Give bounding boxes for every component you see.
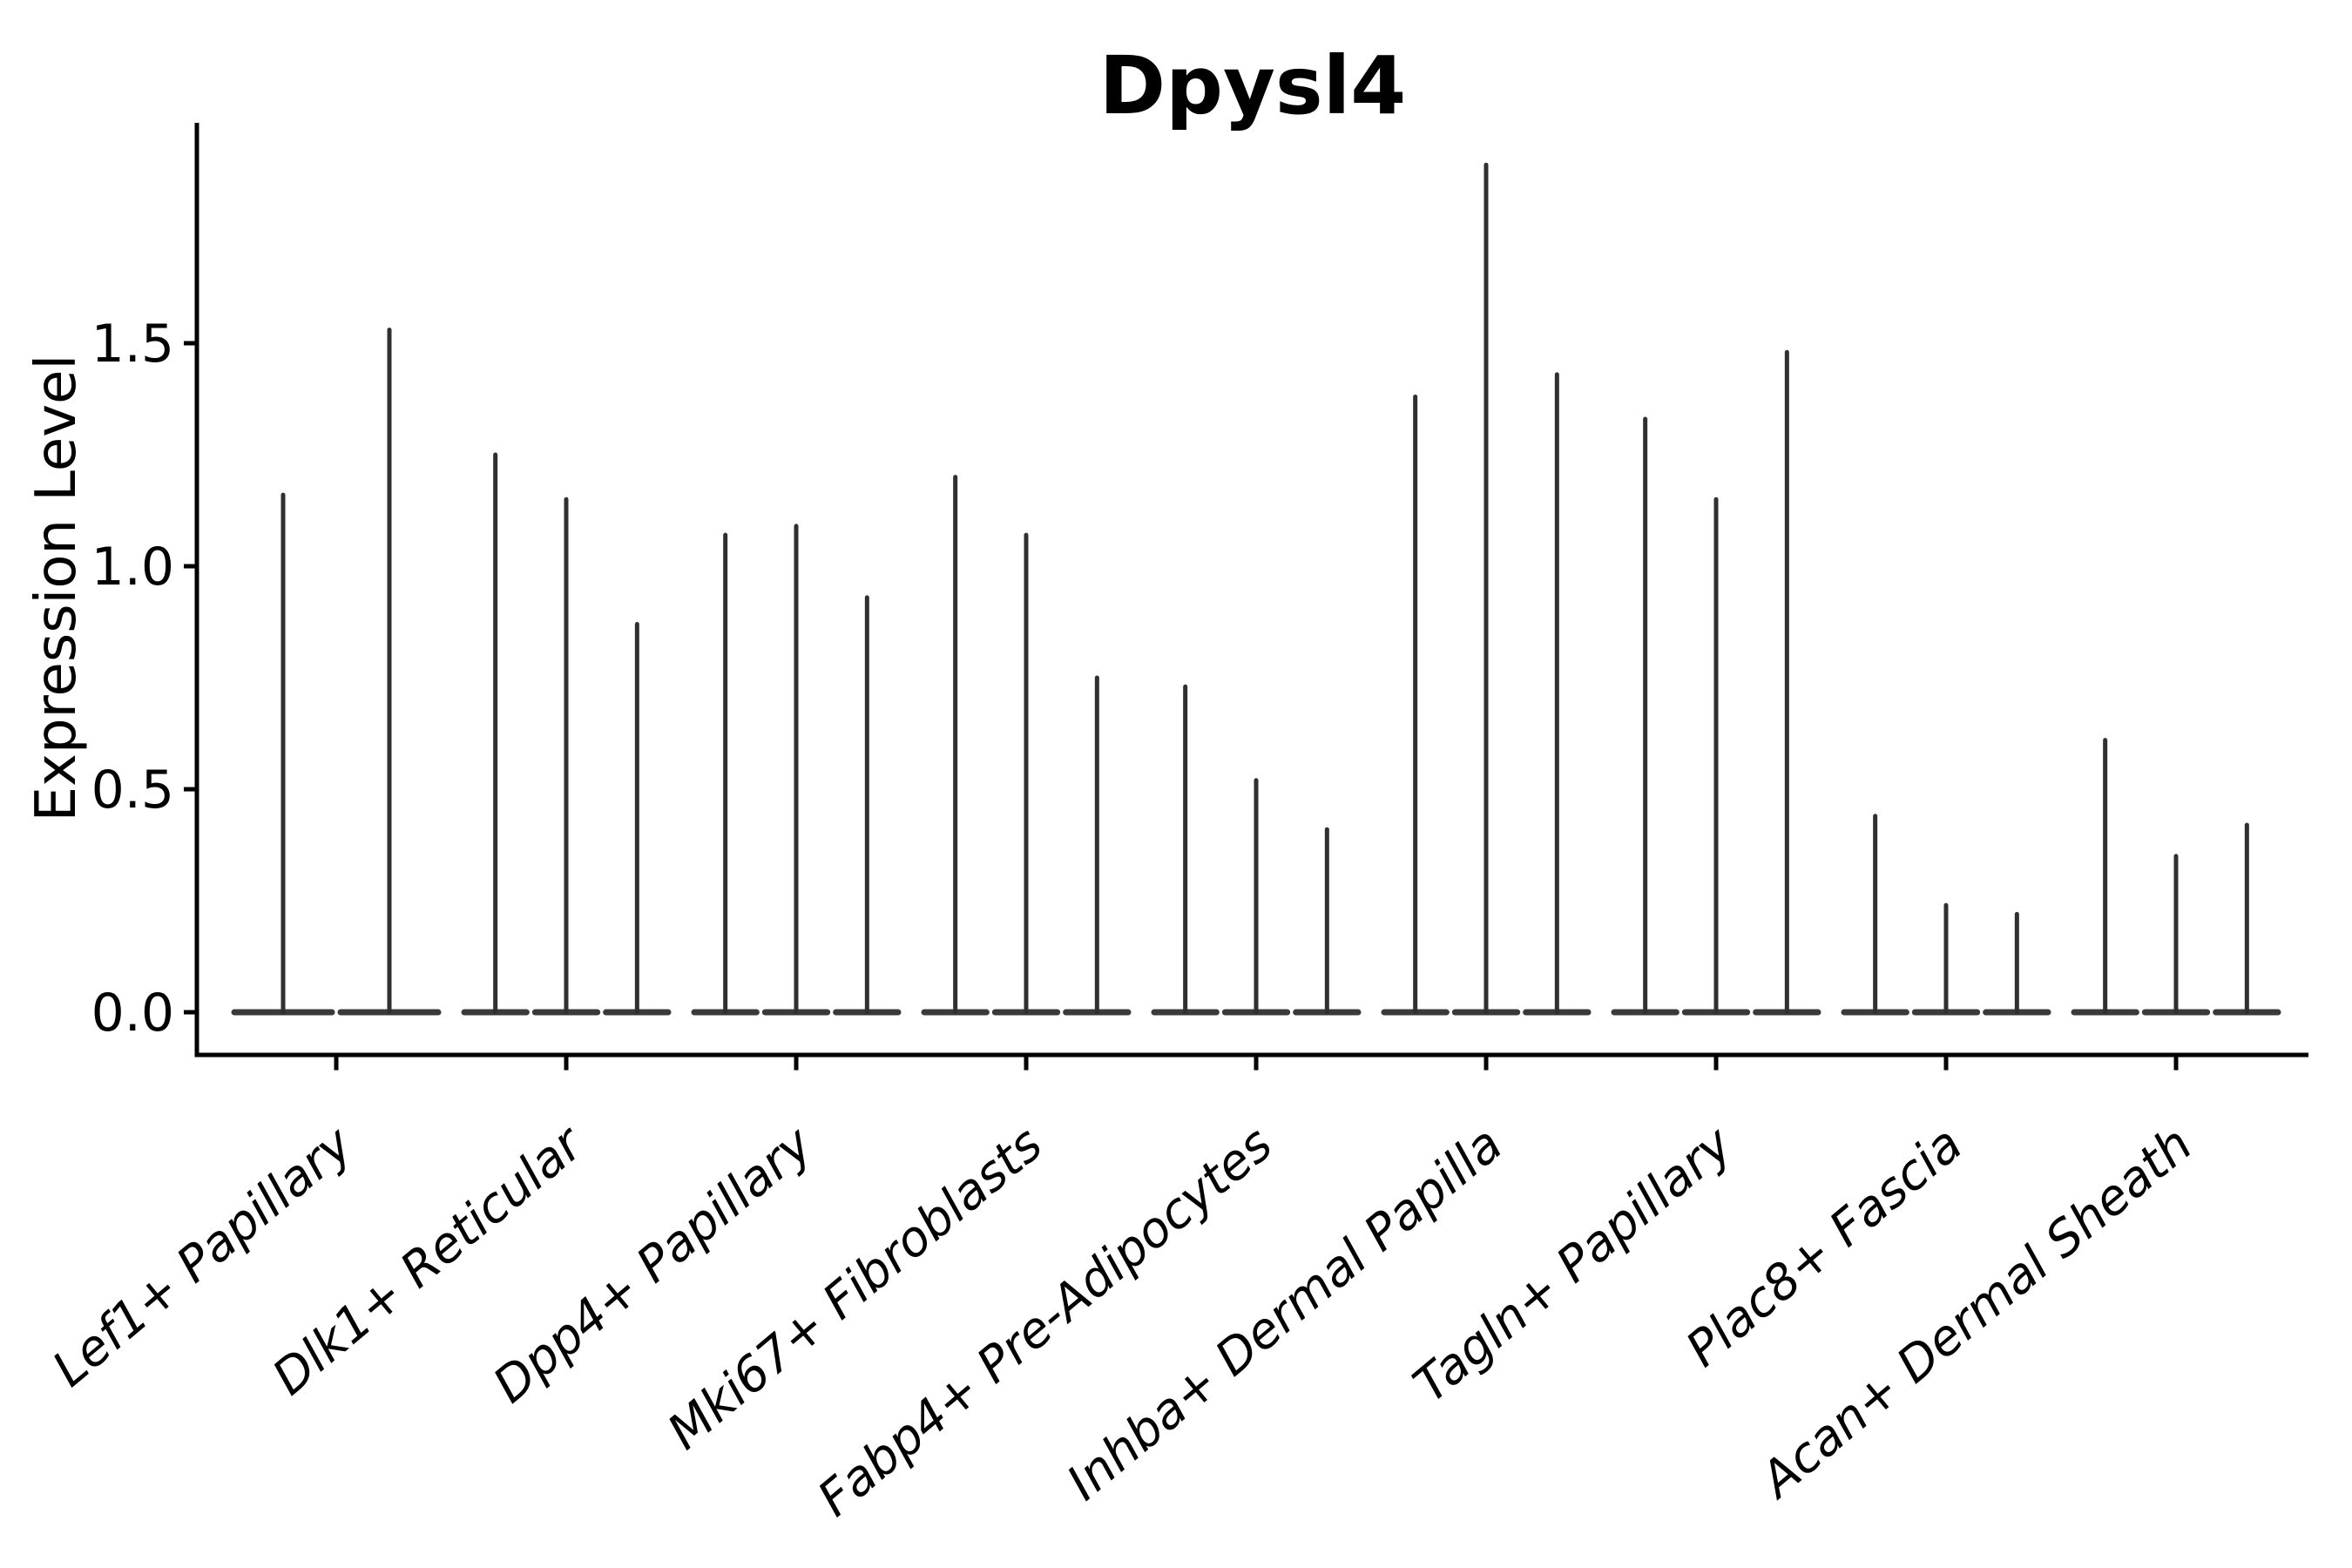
x-tick-label: Acan+ Dermal Sheath: [1748, 1116, 2203, 1511]
y-tick-label: 0.5: [91, 760, 174, 821]
chart-title: Dpysl4: [1099, 39, 1407, 132]
y-tick-label: 0.0: [91, 983, 174, 1044]
y-axis-label: Expression Level: [24, 355, 89, 822]
y-tick-label: 1.0: [91, 537, 174, 598]
x-tick-label: Mki67+ Fibroblasts: [658, 1116, 1053, 1461]
x-tick-label: Inhba+ Dermal Papilla: [1057, 1116, 1513, 1511]
x-tick-label: Fabp4+ Pre-Adipocytes: [808, 1116, 1283, 1528]
y-tick-label: 1.5: [91, 314, 174, 375]
